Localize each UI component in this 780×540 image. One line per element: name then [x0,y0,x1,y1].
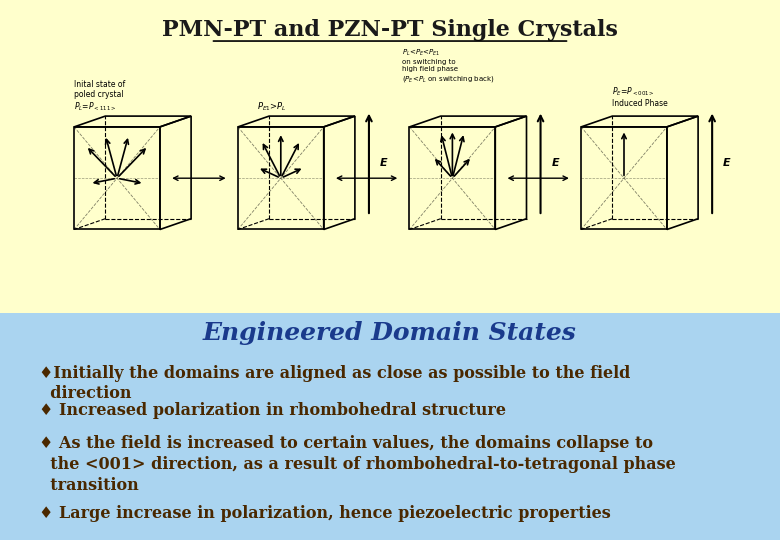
Text: $P_{E1}$>$P_L$: $P_{E1}$>$P_L$ [257,101,287,113]
Text: $P_E$=$P_{<001>}$
Induced Phase: $P_E$=$P_{<001>}$ Induced Phase [612,85,668,108]
Text: Engineered Domain States: Engineered Domain States [203,321,577,345]
FancyBboxPatch shape [0,313,780,540]
Text: ♦ As the field is increased to certain values, the domains collapse to
  the <00: ♦ As the field is increased to certain v… [39,435,675,494]
Text: Inital state of
poled crystal
$P_L$=$P_{<111>}$: Inital state of poled crystal $P_L$=$P_{… [74,80,126,113]
Text: E: E [380,158,388,168]
Text: ♦ Large increase in polarization, hence piezoelectric properties: ♦ Large increase in polarization, hence … [39,505,611,522]
FancyBboxPatch shape [0,0,780,313]
Text: PMN-PT and PZN-PT Single Crystals: PMN-PT and PZN-PT Single Crystals [162,19,618,40]
Text: E: E [723,158,731,168]
Text: $P_L$<$P_E$<$P_{E1}$
on switching to
high field phase
($P_E$<$P_L$ on switching : $P_L$<$P_E$<$P_{E1}$ on switching to hig… [402,48,495,84]
Text: E: E [551,158,559,168]
Text: ♦Initially the domains are aligned as close as possible to the field
  direction: ♦Initially the domains are aligned as cl… [39,364,630,402]
Text: ♦ Increased polarization in rhombohedral structure: ♦ Increased polarization in rhombohedral… [39,402,506,419]
